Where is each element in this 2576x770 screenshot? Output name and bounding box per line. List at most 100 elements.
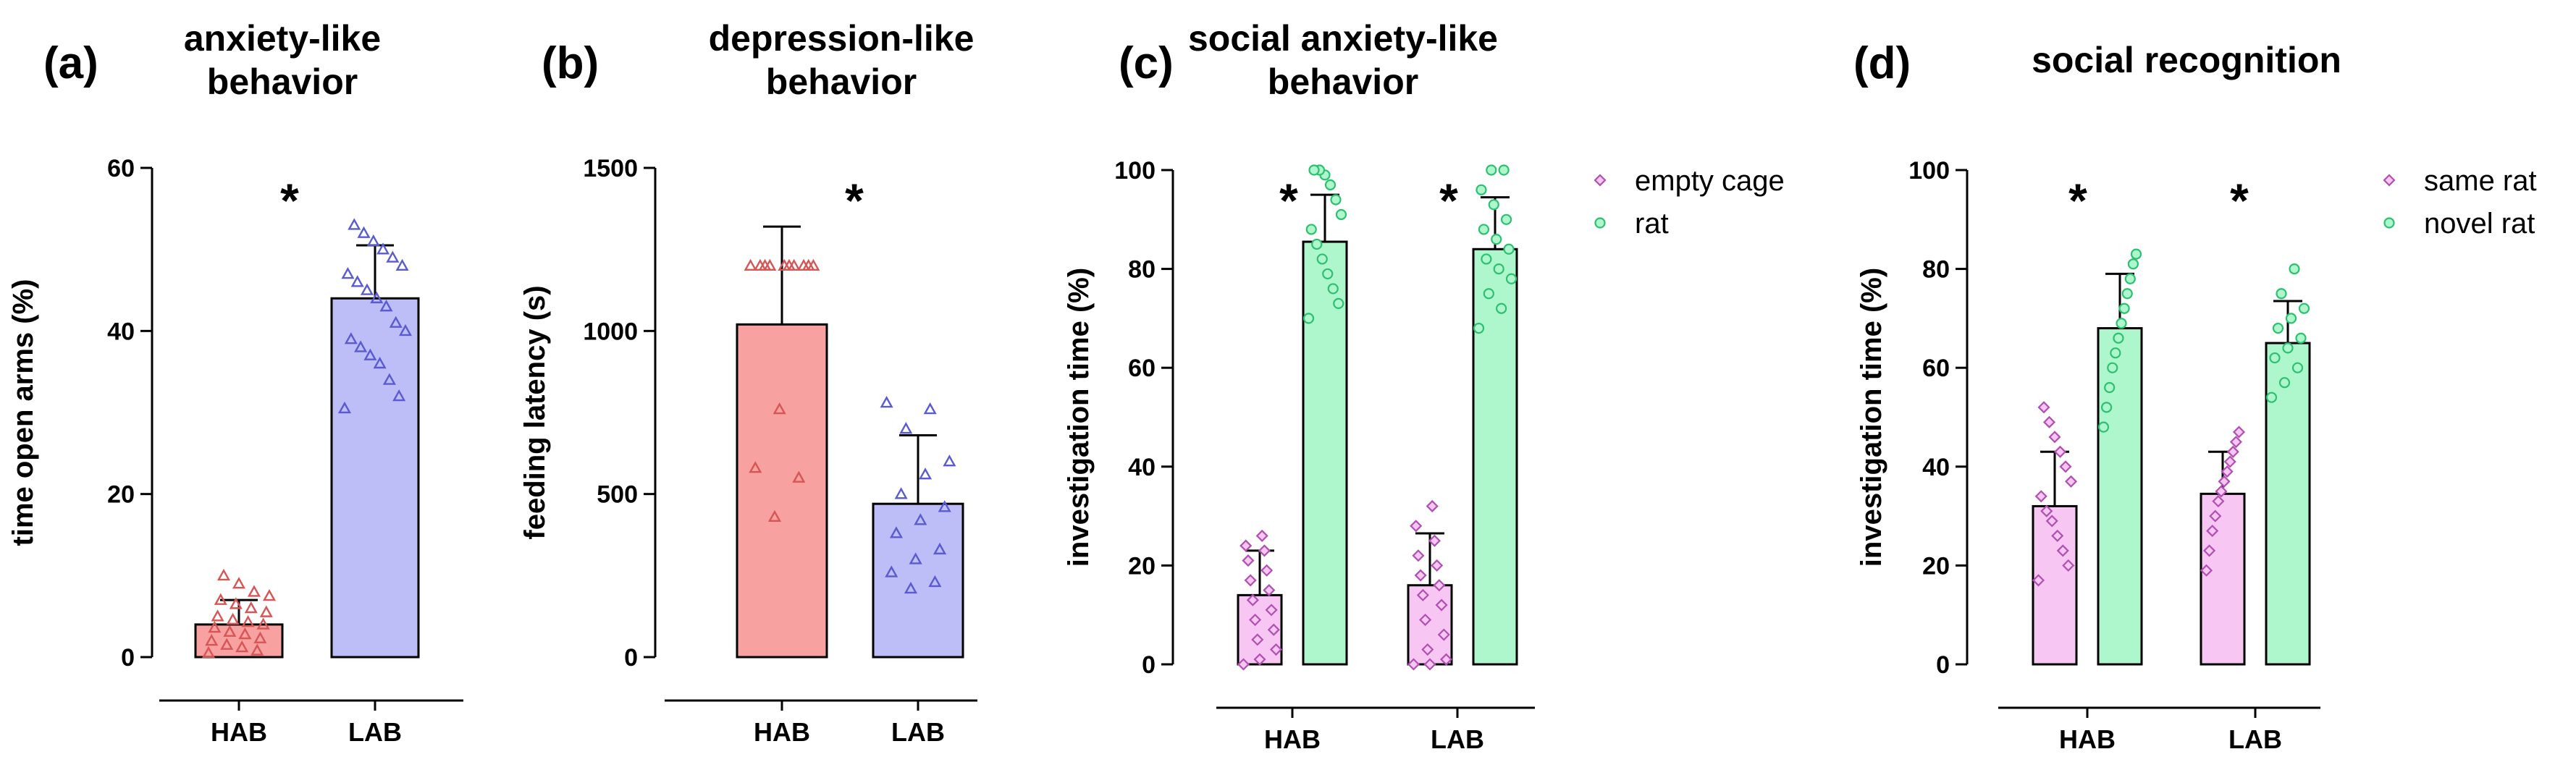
data-point [2113, 332, 2124, 344]
data-point [1416, 588, 1429, 601]
data-point [395, 258, 409, 271]
data-point [370, 291, 384, 304]
data-point [2107, 362, 2118, 373]
panel-title-line: social anxiety-like [1188, 18, 1498, 59]
data-point [398, 323, 413, 337]
data-point [1414, 569, 1427, 582]
bar [1472, 248, 1518, 666]
data-point [1431, 559, 1444, 572]
y-axis-label: investigation time (%) [1063, 268, 1095, 567]
data-point [1439, 653, 1453, 666]
data-point [2282, 342, 2294, 354]
bar [872, 502, 964, 659]
panel-title-line: behavior [766, 62, 917, 102]
x-category-label: HAB [2059, 724, 2116, 754]
significance-marker: * [2230, 174, 2249, 227]
data-point [2110, 347, 2121, 359]
data-point [211, 609, 224, 622]
y-tick-label: 0 [624, 644, 638, 672]
data-point [1333, 297, 1344, 310]
data-point [376, 242, 390, 255]
data-point [2229, 436, 2242, 449]
data-point [923, 402, 937, 415]
data-point [348, 218, 361, 230]
legend-label: novel rat [2424, 208, 2535, 240]
data-point [1491, 234, 1502, 245]
data-point [2053, 445, 2067, 458]
bar [1302, 240, 1348, 666]
data-point [2064, 475, 2078, 488]
data-point [938, 500, 951, 512]
legend-marker [1594, 217, 1606, 229]
data-point [1249, 613, 1262, 627]
data-point [1407, 658, 1420, 671]
data-point [918, 468, 933, 480]
data-point [2209, 509, 2222, 522]
data-point [1488, 199, 1499, 211]
data-point [933, 542, 947, 555]
panel-letter: (b) [542, 38, 599, 88]
x-category-label: HAB [1264, 724, 1321, 754]
data-point [2289, 263, 2300, 275]
data-point [379, 300, 393, 312]
data-point [223, 625, 237, 637]
data-point [2226, 445, 2239, 458]
data-point [1311, 238, 1323, 250]
data-point [2045, 515, 2058, 528]
legend-label: empty cage [1635, 165, 1785, 197]
data-point [259, 605, 273, 617]
y-tick-label: 0 [1142, 651, 1156, 679]
data-point [2278, 377, 2291, 389]
significance-marker: * [1439, 174, 1458, 227]
legend-label: same rat [2424, 165, 2537, 197]
data-point [2212, 495, 2225, 508]
data-point [885, 565, 898, 578]
data-point [2118, 302, 2130, 314]
data-point [2285, 313, 2297, 324]
data-point [2232, 426, 2246, 439]
data-point [344, 332, 358, 344]
panel-title-line: behavior [1268, 62, 1418, 102]
data-point [389, 316, 403, 328]
x-category-label: LAB [2228, 724, 2282, 754]
y-tick-label: 80 [1128, 256, 1156, 284]
data-point [2127, 258, 2139, 270]
data-point [2200, 564, 2213, 577]
bar [330, 297, 420, 659]
data-point [1267, 623, 1280, 636]
data-point [216, 568, 231, 581]
data-point [1305, 224, 1317, 235]
data-point [1498, 164, 1510, 176]
data-point [1410, 520, 1423, 533]
data-point [360, 283, 374, 295]
panel-title-line: behavior [207, 62, 358, 102]
y-tick-label: 20 [107, 481, 135, 509]
y-tick-label: 20 [1128, 552, 1156, 580]
data-point [753, 258, 767, 271]
legend-marker [2383, 174, 2396, 187]
data-point [2062, 559, 2075, 572]
data-point [2097, 421, 2110, 433]
data-point [1244, 574, 1257, 587]
data-point [744, 258, 757, 271]
data-point [909, 552, 922, 564]
data-point [2034, 490, 2047, 503]
panel-title-line: anxiety-like [184, 18, 381, 59]
y-tick-label: 80 [1922, 256, 1950, 284]
data-point [2276, 288, 2287, 300]
data-point [1269, 643, 1283, 656]
data-point [1255, 529, 1268, 542]
data-point [2298, 302, 2310, 314]
data-point [2124, 273, 2136, 284]
data-point [1437, 628, 1450, 641]
y-tick-label: 500 [597, 481, 638, 509]
bar [2097, 327, 2143, 666]
data-point [392, 389, 406, 402]
data-point [373, 356, 387, 369]
data-point [256, 617, 270, 630]
y-tick-label: 0 [121, 644, 135, 672]
data-point [1428, 534, 1441, 547]
data-point [1302, 313, 1315, 324]
x-category-label: HAB [754, 717, 810, 747]
